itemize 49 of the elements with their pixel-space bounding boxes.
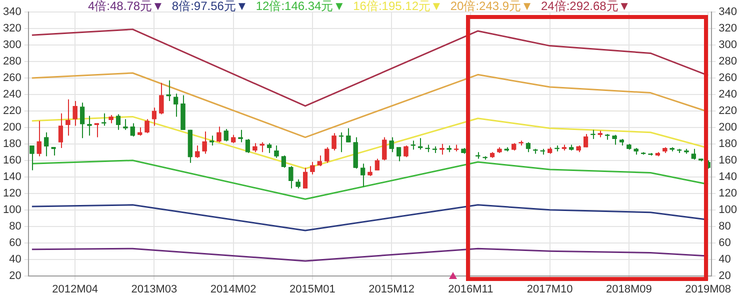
y2-tick-label: 200 (718, 121, 738, 134)
y2-tick-label: 220 (718, 104, 738, 117)
y-tick-label: 160 (2, 154, 22, 166)
y-tick-label: 300 (2, 39, 22, 52)
y2-tick-label: 340 (718, 6, 738, 18)
y-tick-label: 220 (2, 104, 22, 117)
y-tick-label: 180 (2, 138, 22, 150)
y2-tick-label: 40 (718, 253, 731, 266)
x-tick-label: 2012M04 (52, 283, 98, 296)
x-tick-label: 2018M09 (606, 283, 652, 296)
y-tick-label: 40 (9, 253, 22, 266)
x-tick-label: 2014M02 (210, 283, 256, 296)
y2-tick-label: 80 (718, 220, 731, 232)
y-tick-label: 140 (2, 170, 22, 183)
text: 24倍:292.68元▼ (540, 0, 630, 13)
y-tick-label: 20 (9, 270, 22, 282)
y-tick-label: 80 (9, 220, 22, 232)
y-tick-label: 120 (2, 187, 22, 200)
y2-tick-label: 320 (718, 22, 738, 35)
y2-tick-label: 20 (718, 270, 731, 282)
x-tick-label: 2016M11 (448, 283, 494, 296)
text: 4倍:48.78元▼ (88, 0, 164, 13)
x-tick-label: 2015M12 (368, 283, 415, 296)
y2-tick-label: 60 (718, 236, 731, 249)
text: 16倍:195.12元▼ (353, 0, 442, 13)
y-tick-label: 340 (2, 6, 22, 18)
y2-tick-label: 180 (718, 138, 738, 150)
y-tick-label: 240 (2, 88, 22, 100)
y-tick-label: 260 (2, 72, 22, 84)
y2-tick-label: 140 (718, 170, 738, 183)
y2-tick-label: 120 (718, 187, 738, 200)
y-tick-label: 280 (2, 55, 22, 68)
text: 12倍:146.34元▼ (256, 0, 346, 13)
x-tick-label: 2019M08 (685, 283, 731, 296)
y2-tick-label: 100 (718, 204, 738, 216)
y-tick-label: 320 (2, 22, 22, 35)
y-tick-label: 60 (9, 236, 22, 249)
text: 8倍:97.56元▼ (172, 0, 248, 13)
y2-tick-label: 300 (718, 39, 738, 52)
y2-tick-label: 260 (718, 72, 738, 84)
y-tick-label: 200 (2, 121, 22, 134)
y-tick-label: 100 (2, 204, 22, 216)
y2-tick-label: 280 (718, 55, 738, 68)
y2-tick-label: 160 (718, 154, 738, 166)
x-tick-label: 2017M10 (526, 283, 573, 296)
x-tick-label: 2015M01 (290, 283, 336, 296)
y2-tick-label: 240 (718, 88, 738, 100)
text: 20倍:243.9元▼ (450, 0, 533, 13)
x-tick-label: 2013M03 (131, 283, 178, 296)
